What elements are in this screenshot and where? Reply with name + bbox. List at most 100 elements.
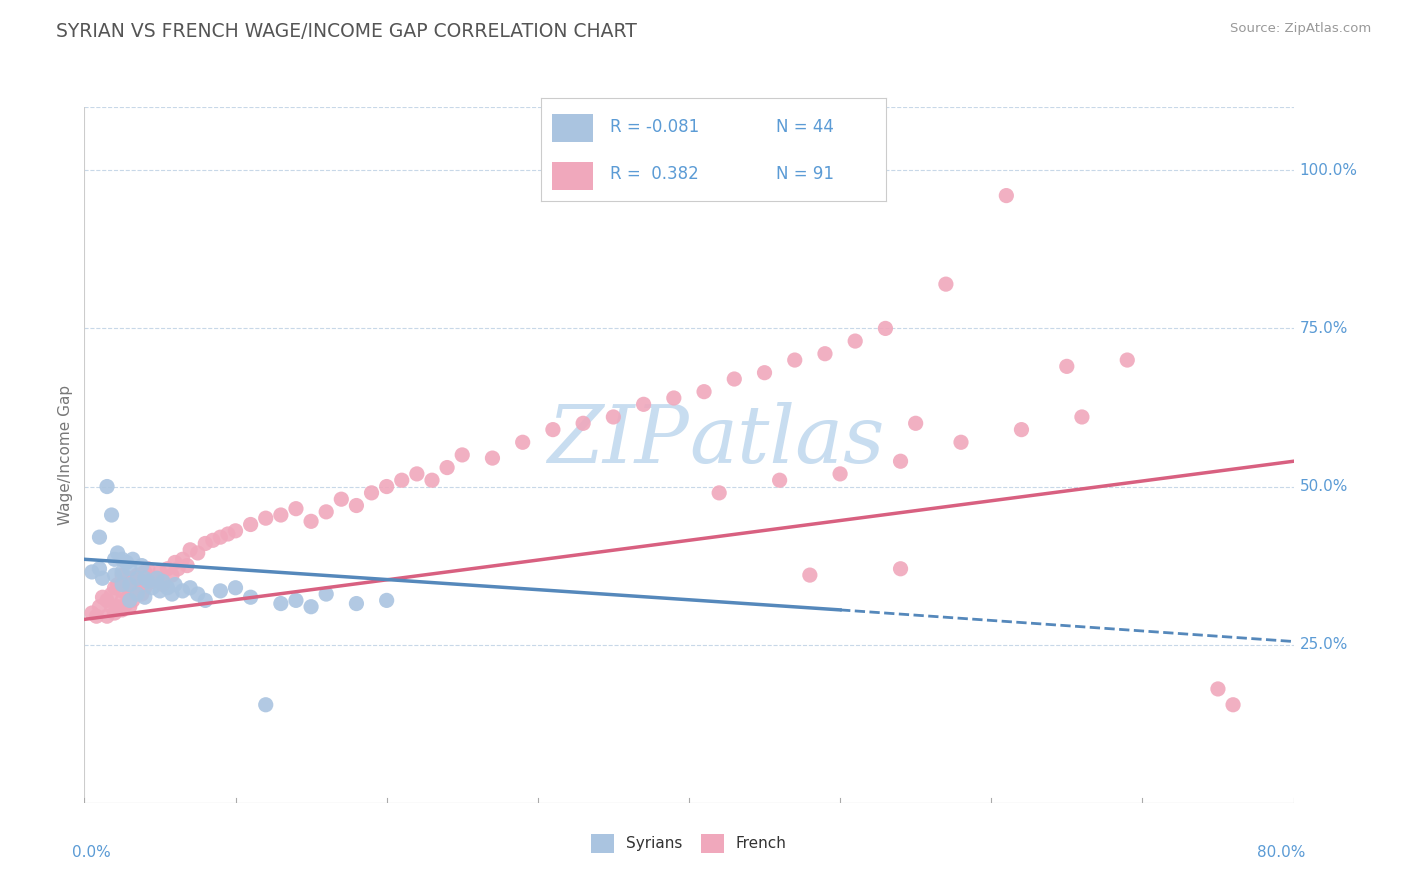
Point <box>799 568 821 582</box>
Point <box>890 562 912 576</box>
Point <box>131 558 153 573</box>
Point <box>315 505 337 519</box>
Point <box>80 606 103 620</box>
Text: 25.0%: 25.0% <box>1299 637 1348 652</box>
Text: N = 44: N = 44 <box>776 118 834 136</box>
Point <box>406 467 429 481</box>
Text: atlas: atlas <box>689 402 884 480</box>
Point <box>100 587 122 601</box>
Bar <box>551 113 593 142</box>
Point <box>254 511 277 525</box>
Point <box>107 546 129 560</box>
Point <box>149 565 172 579</box>
Text: 50.0%: 50.0% <box>1299 479 1348 494</box>
Point <box>163 577 186 591</box>
Point <box>315 587 337 601</box>
Point <box>104 568 127 582</box>
Point <box>693 384 716 399</box>
Point <box>451 448 474 462</box>
Point <box>239 591 262 605</box>
Point <box>156 562 179 576</box>
Text: 75.0%: 75.0% <box>1299 321 1348 336</box>
Point <box>844 334 866 348</box>
Point <box>1206 681 1229 696</box>
Point <box>127 583 149 598</box>
Point <box>187 546 209 560</box>
Point <box>111 577 134 591</box>
Text: SYRIAN VS FRENCH WAGE/INCOME GAP CORRELATION CHART: SYRIAN VS FRENCH WAGE/INCOME GAP CORRELA… <box>56 22 637 41</box>
Point <box>330 492 353 507</box>
Y-axis label: Wage/Income Gap: Wage/Income Gap <box>58 384 73 525</box>
Text: R = -0.081: R = -0.081 <box>610 118 699 136</box>
Point <box>1116 353 1139 368</box>
Point <box>602 409 624 424</box>
Point <box>118 593 141 607</box>
Point <box>118 562 141 576</box>
Text: 100.0%: 100.0% <box>1299 163 1358 178</box>
Point <box>1056 359 1078 374</box>
Point <box>950 435 973 450</box>
Point <box>270 597 292 611</box>
Point <box>111 583 134 598</box>
Point <box>146 571 169 585</box>
Point <box>209 583 232 598</box>
Point <box>111 552 134 566</box>
Point <box>134 571 156 585</box>
Text: 0.0%: 0.0% <box>72 845 111 860</box>
Point <box>156 581 179 595</box>
Point <box>149 583 172 598</box>
Point <box>91 571 114 585</box>
Point <box>194 593 217 607</box>
Point <box>360 486 382 500</box>
Point <box>115 556 138 570</box>
Point <box>111 568 134 582</box>
Point <box>118 571 141 585</box>
Point <box>284 593 308 607</box>
Point <box>100 599 122 614</box>
Point <box>1010 423 1032 437</box>
Point <box>141 574 163 589</box>
Point <box>127 571 149 585</box>
Point <box>375 479 398 493</box>
Point <box>118 577 141 591</box>
Point <box>118 599 141 614</box>
Text: N = 91: N = 91 <box>776 165 834 183</box>
Point <box>131 571 153 585</box>
Point <box>217 527 239 541</box>
Point <box>160 568 183 582</box>
Point <box>134 581 156 595</box>
Point <box>209 530 232 544</box>
Point <box>96 593 118 607</box>
Point <box>299 514 322 528</box>
Point <box>541 423 564 437</box>
Point <box>172 552 194 566</box>
Point <box>723 372 745 386</box>
Point <box>134 565 156 579</box>
Point <box>121 593 143 607</box>
Point <box>127 587 149 601</box>
Text: 80.0%: 80.0% <box>1257 845 1306 860</box>
Point <box>783 353 806 368</box>
Point <box>91 591 114 605</box>
Point <box>194 536 217 550</box>
Point <box>299 599 322 614</box>
Point <box>152 577 174 591</box>
Point <box>96 479 118 493</box>
Point <box>709 486 731 500</box>
Point <box>830 467 852 481</box>
Point <box>179 542 201 557</box>
Point <box>346 597 368 611</box>
Point <box>100 508 122 522</box>
Point <box>201 533 224 548</box>
Point <box>633 397 655 411</box>
Point <box>163 556 186 570</box>
Point <box>769 473 792 487</box>
Point <box>179 581 201 595</box>
Point <box>284 501 308 516</box>
Point <box>391 473 413 487</box>
Point <box>136 574 159 589</box>
Point <box>172 583 194 598</box>
Point <box>121 552 143 566</box>
Point <box>481 451 503 466</box>
Point <box>176 558 198 573</box>
